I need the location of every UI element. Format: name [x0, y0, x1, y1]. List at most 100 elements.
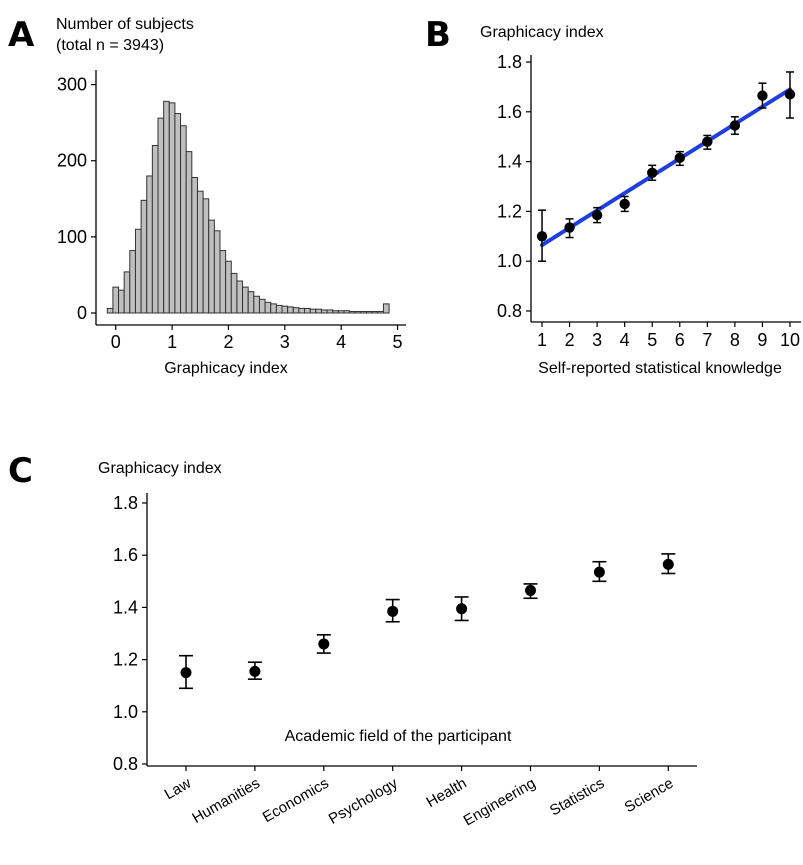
panel-c-axes: 0.8 1.0 1.2 1.4 1.6 1.8 LawHumanitiesEconomics…: [113, 493, 697, 829]
y-tick-label: 1.4: [113, 597, 138, 617]
y-tick-label: 200: [57, 151, 87, 171]
histogram-bar: [264, 301, 272, 314]
x-tick-label: 6: [675, 330, 685, 350]
panel-c-ylabel: Graphicacy index: [98, 460, 222, 477]
data-point: [387, 605, 399, 617]
y-tick-label: 1.0: [497, 251, 522, 271]
histogram-bar: [219, 250, 227, 314]
histogram-bar: [258, 298, 266, 314]
y-tick-label: 1.0: [113, 702, 138, 722]
histogram-bar: [309, 308, 317, 314]
y-tick-label: 1.2: [497, 201, 522, 221]
x-tick-label: 5: [647, 330, 657, 350]
y-tick-label: 1.4: [497, 152, 522, 172]
histogram-bar: [354, 310, 362, 314]
x-tick-label: 5: [393, 332, 403, 352]
y-tick-label: 0.8: [113, 754, 138, 774]
histogram-bar: [118, 289, 125, 314]
x-tick-label: 9: [757, 330, 767, 350]
x-tick-label: 8: [730, 330, 740, 350]
x-tick-label: 10: [780, 330, 800, 350]
panel-b-xlabel: Self-reported statistical knowledge: [538, 360, 782, 377]
histogram-bar: [298, 307, 306, 314]
histogram-bar: [202, 198, 210, 314]
histogram-bar: [337, 310, 345, 314]
y-tick-label: 1.6: [497, 102, 522, 122]
histogram-bar: [146, 175, 153, 314]
histogram-bar: [174, 113, 182, 314]
histogram-bar: [275, 304, 283, 314]
data-point: [647, 167, 658, 179]
histogram-bar: [185, 151, 193, 314]
x-tick-label: 3: [280, 332, 290, 352]
x-tick-label: 4: [336, 332, 346, 352]
histogram-bar: [140, 199, 148, 314]
data-point: [318, 638, 330, 650]
data-point: [702, 136, 713, 147]
x-tick-label: 7: [702, 330, 712, 350]
x-tick-label: 2: [565, 330, 575, 350]
panel-a-bars: [106, 100, 390, 314]
histogram-bar: [287, 306, 294, 314]
panel-a-ylabel-line2: (total n = 3943): [56, 37, 164, 54]
panel-b: B Graphicacy index 0.8 1.0 1.2 1.4 1.6 1.8 1 2 3…: [425, 15, 801, 377]
histogram-bar: [236, 280, 244, 314]
data-point: [674, 152, 685, 164]
histogram-bar: [123, 271, 131, 314]
data-point: [729, 120, 741, 131]
y-tick-label: 1.8: [113, 493, 138, 513]
y-tick-label: 1.8: [497, 52, 522, 72]
histogram-bar: [343, 310, 351, 314]
histogram-bar: [191, 176, 198, 314]
category-label: Engineering: [461, 775, 539, 830]
y-tick-label: 300: [57, 75, 87, 95]
histogram-bar: [157, 117, 165, 314]
data-point: [619, 198, 630, 210]
histogram-bar: [326, 309, 334, 314]
histogram-bar: [377, 310, 384, 314]
category-label: Health: [424, 775, 470, 811]
x-tick-label: 4: [620, 330, 630, 350]
category-label: Psychology: [326, 774, 401, 827]
x-tick-label: 1: [167, 332, 177, 352]
data-point: [564, 222, 575, 233]
histogram-bar: [366, 310, 373, 314]
category-label: Humanities: [189, 775, 262, 827]
y-tick-label: 0.8: [497, 301, 522, 321]
histogram-bar: [315, 308, 322, 314]
y-tick-label: 100: [57, 227, 87, 247]
category-label: Law: [162, 775, 194, 804]
data-point: [593, 566, 605, 578]
panel-b-marks: [536, 71, 796, 262]
histogram-bar: [163, 100, 170, 314]
histogram-bar: [129, 250, 136, 314]
histogram-bar: [247, 291, 255, 314]
x-tick-label: 2: [223, 332, 233, 352]
histogram-bar: [112, 286, 120, 314]
histogram-bar: [320, 309, 328, 314]
data-point: [536, 231, 548, 242]
panel-a-letter: A: [8, 15, 35, 55]
panel-c-marks: [179, 553, 676, 690]
histogram-bar: [281, 305, 289, 314]
histogram-bar: [304, 307, 311, 314]
panel-c-letter: C: [8, 451, 33, 491]
histogram-bar: [270, 303, 277, 314]
histogram-bar: [332, 310, 339, 314]
histogram-bar: [230, 272, 238, 314]
histogram-bar: [371, 310, 379, 314]
panel-a-axes: 0 100 200 300 0 1 2 3 4 5: [57, 70, 406, 352]
histogram-bar: [253, 295, 260, 314]
histogram-bar: [213, 230, 221, 314]
histogram-bar: [168, 102, 176, 314]
data-point: [662, 558, 674, 570]
y-tick-label: 1.6: [113, 545, 138, 565]
histogram-bar: [208, 219, 215, 314]
data-point: [525, 584, 536, 596]
y-tick-label: 1.2: [113, 650, 138, 670]
panel-c: C Graphicacy index 0.8 1.0 1.2 1.4 1.6 1.8 Law…: [8, 451, 697, 829]
histogram-bar: [382, 303, 390, 314]
panel-c-xlabel: Academic field of the participant: [285, 728, 512, 745]
category-label: Statistics: [547, 775, 607, 820]
